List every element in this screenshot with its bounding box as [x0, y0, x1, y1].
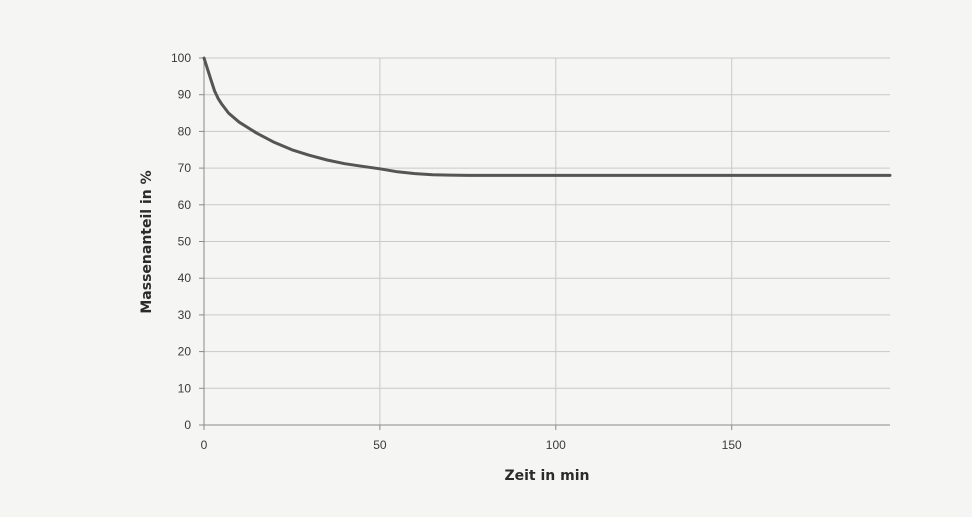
x-tick-label: 100 — [546, 438, 566, 452]
series-line — [202, 56, 892, 177]
y-tick-label: 50 — [178, 235, 192, 249]
y-axis-label: Massenanteil in % — [139, 170, 155, 313]
y-tick-label: 30 — [178, 308, 192, 322]
y-tick-label: 70 — [178, 161, 192, 175]
x-tick-label: 0 — [201, 438, 208, 452]
x-tick-label: 150 — [722, 438, 742, 452]
y-tick-label: 40 — [178, 271, 192, 285]
y-tick-label: 100 — [171, 51, 191, 65]
y-tick-label: 60 — [178, 198, 192, 212]
axes — [199, 57, 890, 430]
y-tick-label: 80 — [178, 124, 192, 138]
x-axis-label: Zeit in min — [504, 468, 589, 484]
y-tick-label: 20 — [178, 345, 192, 359]
y-tick-label: 10 — [178, 381, 192, 395]
y-tick-label: 90 — [178, 88, 192, 102]
tick-labels: 0 10 20 30 40 50 60 70 80 90 100 0 50 100 150 — [171, 51, 742, 452]
grid — [204, 57, 890, 425]
series-group — [202, 56, 892, 177]
x-tick-label: 50 — [373, 438, 387, 452]
y-tick-label: 0 — [184, 418, 191, 432]
